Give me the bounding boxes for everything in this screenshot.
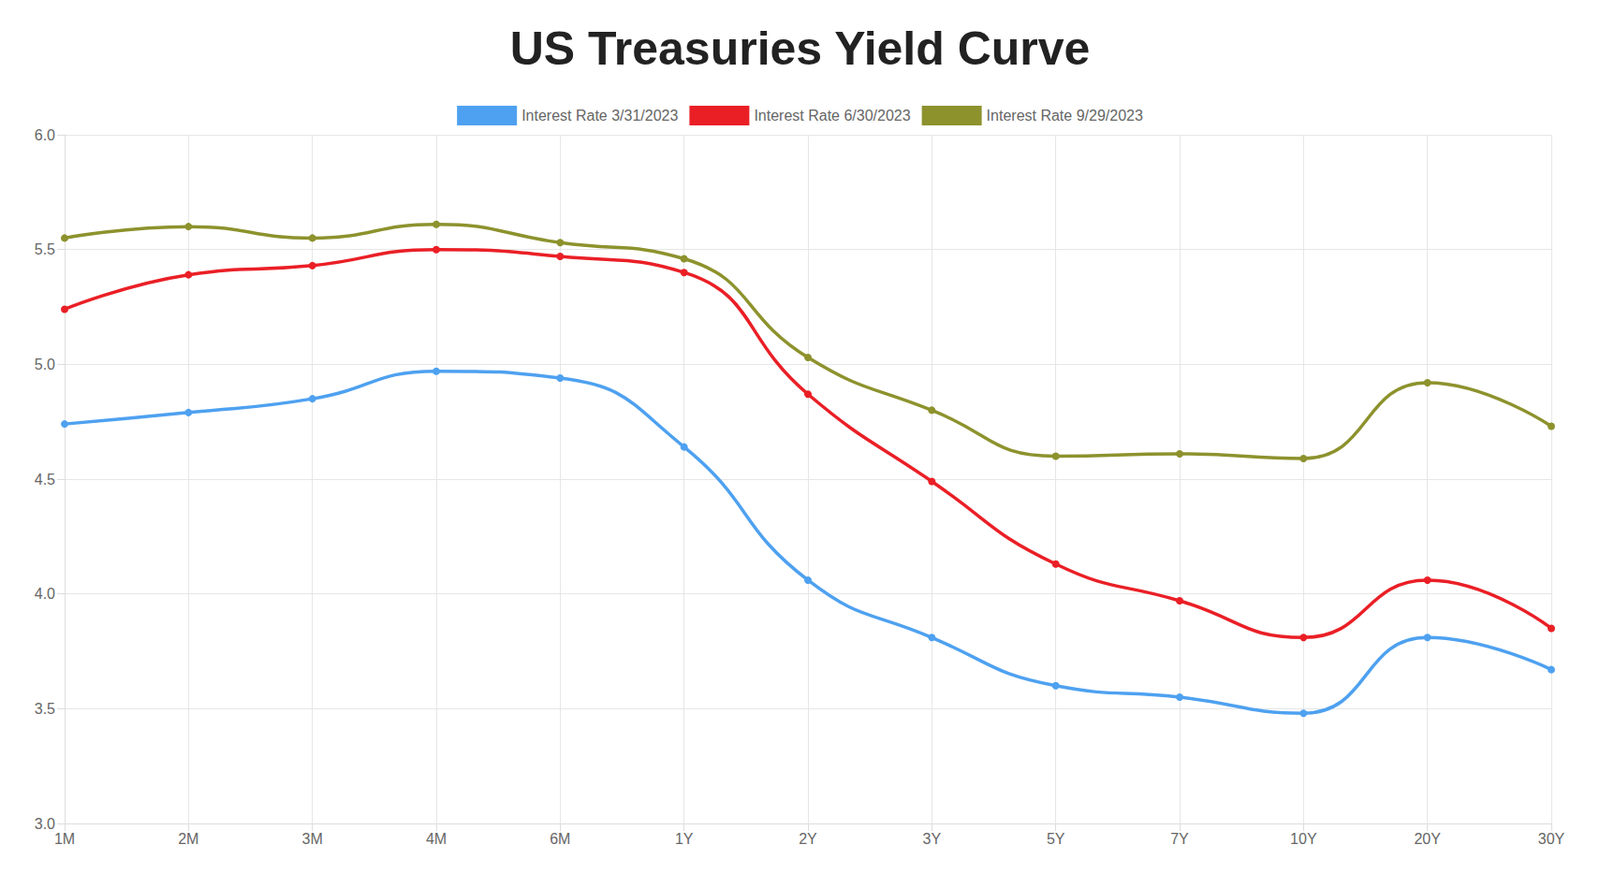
svg-text:30Y: 30Y xyxy=(1538,831,1566,848)
svg-text:5.5: 5.5 xyxy=(34,241,56,258)
svg-text:1M: 1M xyxy=(54,831,75,848)
svg-text:6M: 6M xyxy=(549,831,571,848)
svg-text:10Y: 10Y xyxy=(1290,831,1318,848)
svg-text:US Treasuries Yield Curve: US Treasuries Yield Curve xyxy=(510,22,1091,75)
svg-text:2Y: 2Y xyxy=(798,831,818,848)
svg-text:Interest Rate 9/29/2023: Interest Rate 9/29/2023 xyxy=(986,107,1144,124)
svg-text:7Y: 7Y xyxy=(1170,831,1189,848)
svg-text:1Y: 1Y xyxy=(675,831,694,848)
svg-text:3M: 3M xyxy=(302,831,323,848)
svg-text:4M: 4M xyxy=(425,831,447,848)
svg-text:5Y: 5Y xyxy=(1046,831,1066,848)
svg-text:3Y: 3Y xyxy=(923,831,942,848)
svg-text:2M: 2M xyxy=(177,831,199,848)
svg-text:Interest Rate 3/31/2023: Interest Rate 3/31/2023 xyxy=(521,107,678,124)
svg-text:4.0: 4.0 xyxy=(34,586,56,602)
svg-text:3.0: 3.0 xyxy=(34,816,56,833)
svg-text:20Y: 20Y xyxy=(1413,831,1441,848)
svg-text:3.5: 3.5 xyxy=(34,701,56,718)
svg-text:4.5: 4.5 xyxy=(34,471,56,488)
svg-text:5.0: 5.0 xyxy=(34,356,56,373)
svg-text:6.0: 6.0 xyxy=(34,127,56,144)
svg-text:Interest Rate 6/30/2023: Interest Rate 6/30/2023 xyxy=(753,107,911,124)
